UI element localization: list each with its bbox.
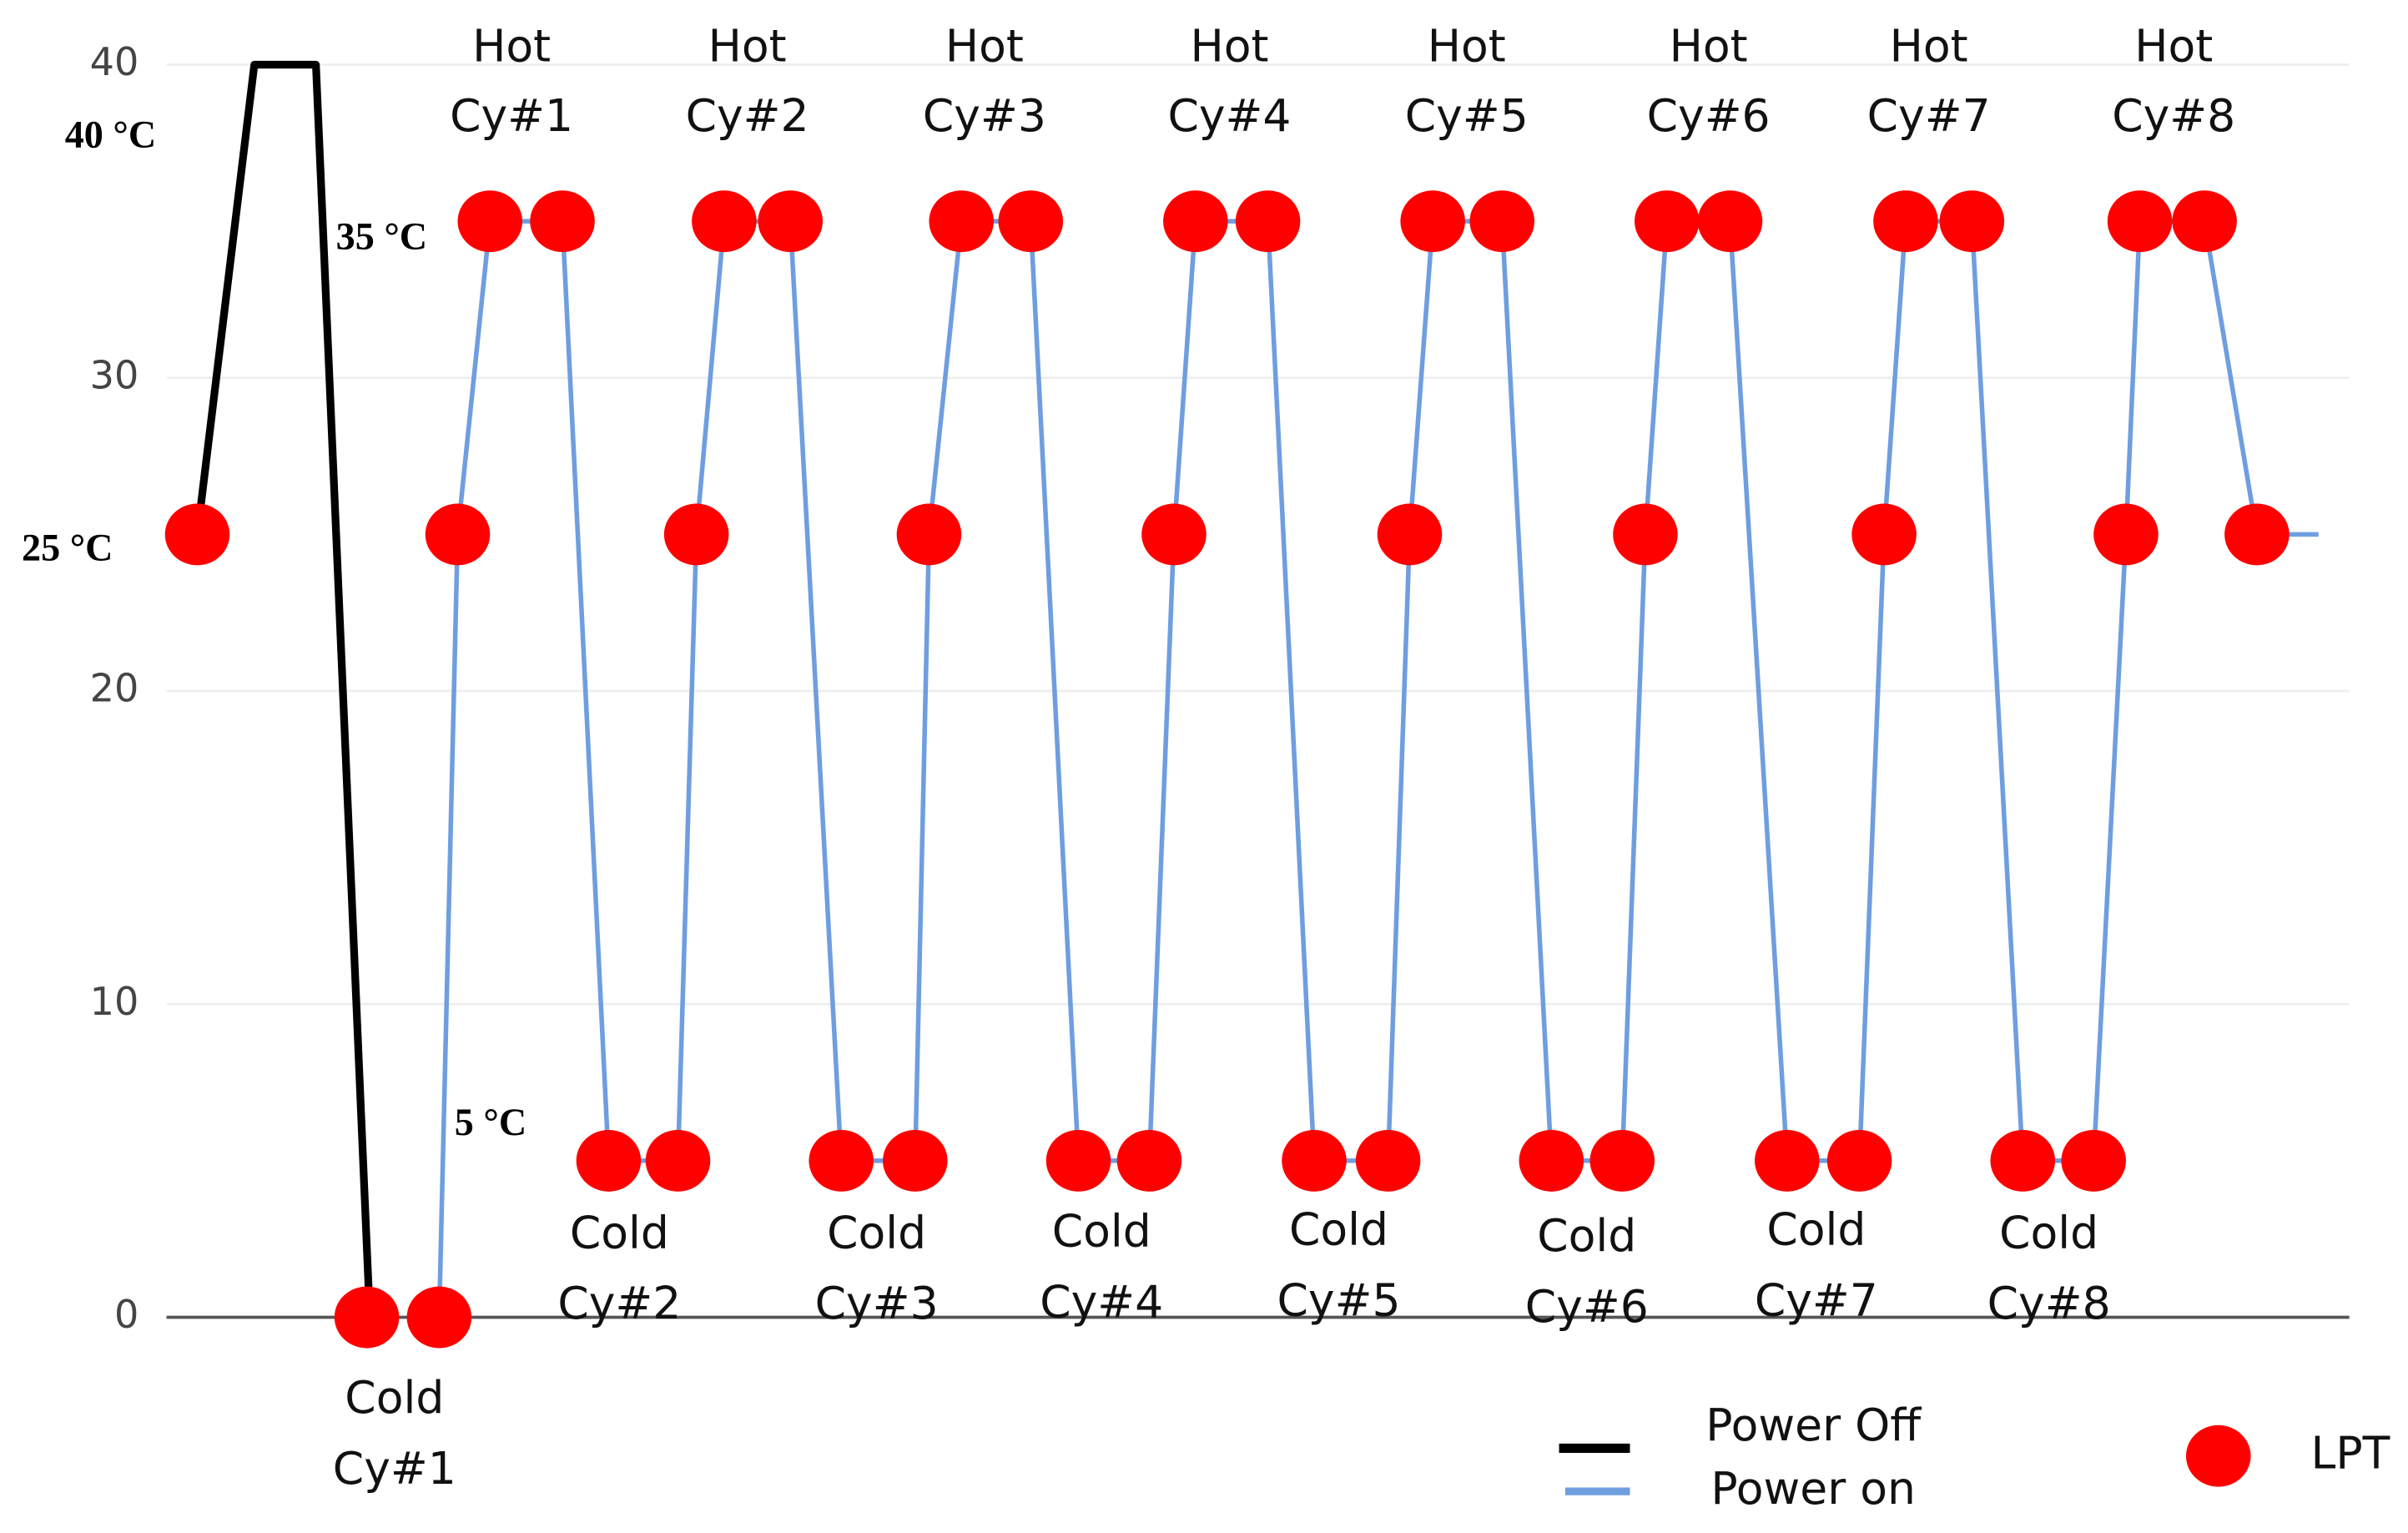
y-tick-label: 20 [90,666,139,711]
hot-label: Cy#1 [450,89,573,142]
legend-swatch [2185,1425,2251,1487]
hot-label: Cy#6 [1647,89,1771,142]
lpt-marker [1519,1129,1584,1192]
lpt-marker [1755,1129,1820,1192]
hot-label: Cy#8 [2112,89,2235,142]
cold-label: Cold [570,1206,669,1258]
cold-label: Cold [1766,1203,1866,1256]
legend-label: LPT [2311,1426,2390,1479]
cold-label: Cy#8 [1987,1277,2111,1329]
hot-label: Hot [1428,20,1506,73]
lpt-marker [1873,190,1938,253]
hot-label: Hot [1670,20,1748,73]
cold-label: Cold [1289,1203,1388,1256]
legend-label: Power Off [1705,1399,1922,1451]
y-tick-label: 10 [90,979,139,1024]
cold-label: Cold [345,1371,444,1424]
temperature-annotation: 40 °C [65,113,156,156]
cold-label: Cy#6 [1525,1280,1649,1333]
lpt-marker [1355,1129,1421,1192]
lpt-marker [896,503,962,566]
lpt-marker [883,1129,948,1192]
lpt-marker [1635,190,1700,253]
lpt-marker [2224,503,2290,566]
lpt-marker [1235,190,1301,253]
cold-label: Cy#1 [333,1442,456,1495]
lpt-marker [1697,190,1763,253]
lpt-marker [998,190,1064,253]
lpt-marker [2172,190,2237,253]
lpt-marker [645,1129,711,1192]
lpt-marker [929,190,994,253]
line-power-off [193,60,374,1318]
cold-label: Cy#2 [557,1277,681,1329]
lpt-marker [809,1129,874,1192]
lpt-marker [2093,503,2159,566]
hot-label: Hot [708,20,787,73]
hot-label: Hot [1890,20,1968,73]
hot-label: Hot [2134,20,2213,73]
hot-label: Cy#7 [1867,89,1991,142]
hot-label: Hot [472,20,551,73]
lpt-marker [663,503,729,566]
lpt-marker [576,1129,642,1192]
hot-label: Cy#2 [686,89,809,142]
cold-label: Cold [1999,1206,2098,1258]
temperature-annotation: 5 °C [455,1101,526,1143]
y-tick-label: 0 [114,1292,139,1337]
hot-label: Cy#3 [923,89,1046,142]
legend-label: Power on [1710,1462,1916,1515]
cold-label: Cy#4 [1040,1275,1163,1328]
lpt-marker [1282,1129,1347,1192]
lpt-marker [406,1286,472,1349]
lpt-marker [758,190,824,253]
lpt-marker [334,1286,400,1349]
hot-label: Hot [1190,20,1268,73]
hot-label: Cy#4 [1167,89,1291,142]
y-tick-label: 40 [90,39,139,84]
lpt-marker [164,503,230,566]
lpt-marker [1613,503,1678,566]
lpt-marker [457,190,523,253]
lpt-marker [1939,190,2005,253]
lpt-marker [1990,1129,2056,1192]
cold-label: Cold [1537,1209,1636,1262]
lpt-marker [1045,1129,1111,1192]
lpt-marker [2061,1129,2126,1192]
lpt-marker [425,503,491,566]
lpt-marker [1851,503,1917,566]
lpt-marker [1826,1129,1892,1192]
lpt-marker [1589,1129,1655,1192]
temperature-annotation: 35 °C [336,215,427,258]
cold-label: Cy#5 [1277,1274,1401,1327]
cold-label: Cold [827,1206,926,1258]
lpt-marker [692,190,757,253]
y-tick-label: 30 [90,352,139,397]
lpt-marker [1116,1129,1182,1192]
lpt-marker [530,190,595,253]
lpt-marker [2107,190,2173,253]
hot-label: Cy#5 [1405,89,1529,142]
cold-label: Cold [1052,1204,1151,1257]
hot-label: Hot [945,20,1024,73]
cold-label: Cy#7 [1755,1274,1878,1327]
lpt-marker [1141,503,1207,566]
temperature-annotation: 25 °C [22,527,113,569]
cold-label: Cy#3 [815,1277,939,1329]
lpt-marker [1400,190,1465,253]
lpt-marker [1163,190,1228,253]
lpt-marker [1377,503,1443,566]
lpt-marker [1469,190,1535,253]
